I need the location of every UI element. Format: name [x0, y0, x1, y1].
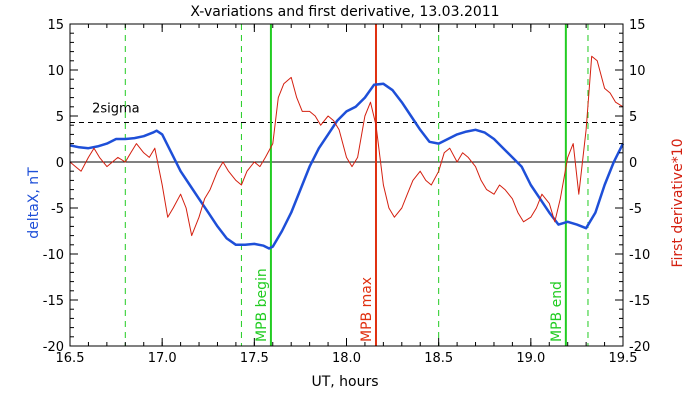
y-right-tick-label: -15	[629, 294, 650, 309]
y-axis-left-label: deltaX, nT	[26, 167, 42, 239]
marker-label: MPB begin	[254, 268, 270, 342]
x-tick-label: 18.0	[332, 351, 361, 366]
x-tick-label: 17.0	[148, 351, 177, 366]
x-axis-label: UT, hours	[311, 374, 378, 390]
y-left-tick-label: 0	[56, 156, 64, 171]
y-left-tick-label: -10	[43, 248, 64, 263]
y-left-tick-label: 10	[47, 64, 64, 79]
y-right-tick-label: 10	[629, 64, 646, 79]
y-axis-right-label: First derivative*10	[670, 138, 686, 267]
y-left-tick-label: 5	[56, 110, 64, 125]
y-left-tick-label: -20	[43, 340, 64, 355]
x-tick-label: 18.5	[424, 351, 453, 366]
y-left-tick-label: -5	[51, 202, 64, 217]
y-right-tick-label: 0	[629, 156, 637, 171]
y-right-tick-label: -20	[629, 340, 650, 355]
marker-label: MPB end	[549, 281, 565, 342]
sigma-label: 2sigma	[92, 101, 140, 116]
y-right-tick-label: 5	[629, 110, 637, 125]
y-right-tick-label: -5	[629, 202, 642, 217]
x-tick-label: 19.0	[516, 351, 545, 366]
chart-title: X-variations and first derivative, 13.03…	[190, 4, 499, 20]
y-left-tick-label: -15	[43, 294, 64, 309]
marker-label: MPB max	[359, 277, 375, 342]
y-right-tick-label: 15	[629, 18, 646, 33]
y-left-tick-label: 15	[47, 18, 64, 33]
x-tick-label: 17.5	[240, 351, 269, 366]
y-right-tick-label: -10	[629, 248, 650, 263]
